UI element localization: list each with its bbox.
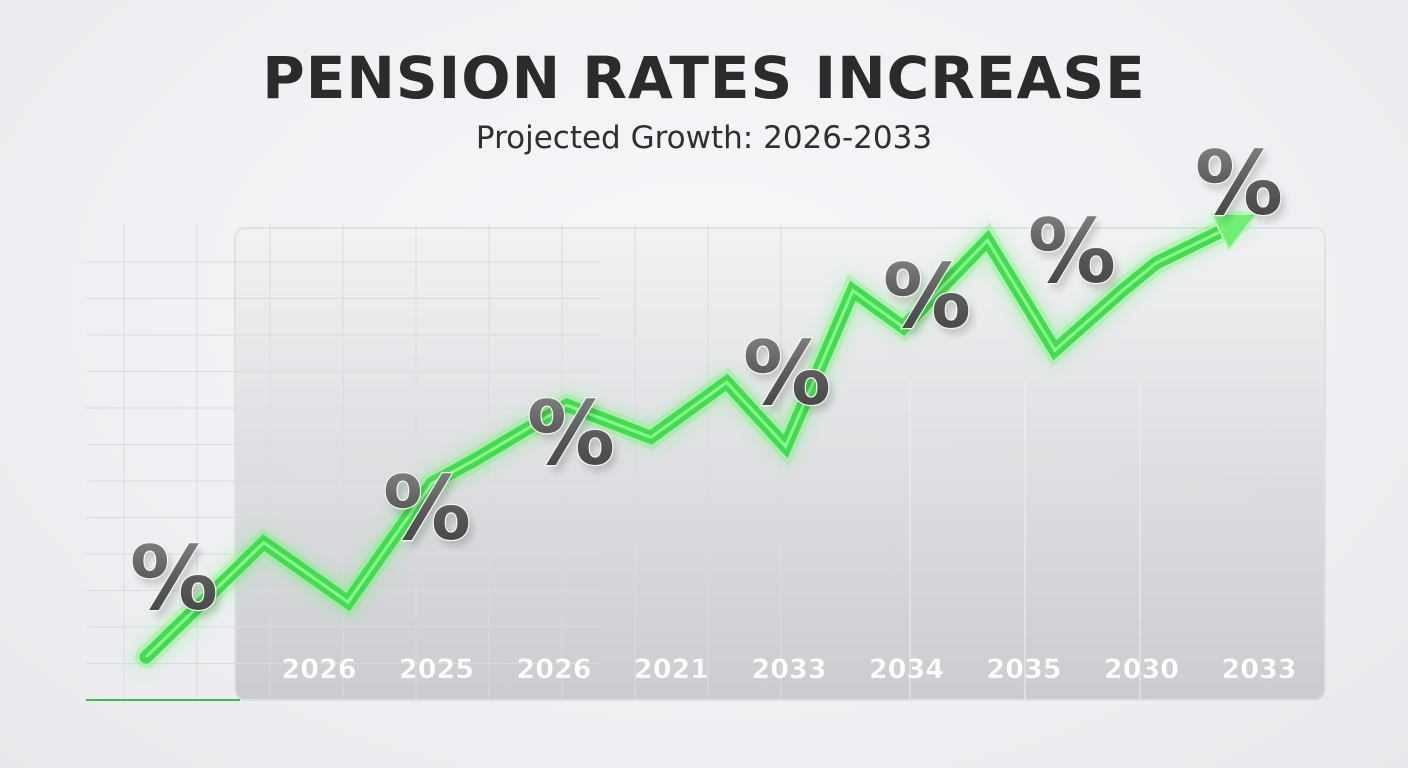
percent-marker: % (383, 457, 471, 560)
percent-marker-shadow: % (387, 463, 475, 566)
percent-marker: % (743, 322, 831, 425)
percent-marker-shadow: % (747, 328, 835, 431)
percent-marker-shadow: % (1032, 206, 1120, 309)
series-arrowhead (1209, 212, 1259, 252)
x-tick-labels: 2026 2025 2026 2021 2033 2034 2035 2030 2033 (281, 654, 1297, 686)
x-tick-label: 2033 (751, 654, 826, 685)
x-tick-label: 2026 (516, 654, 591, 685)
percent-marker-shadow: % (134, 533, 222, 636)
percent-marker: % (1028, 200, 1116, 303)
series-group (135, 211, 1259, 669)
x-tick-label: 2030 (1104, 654, 1179, 685)
x-tick-label: 2035 (986, 654, 1061, 685)
percent-marker-shadow: % (887, 251, 975, 354)
percent-marker: % (1195, 132, 1283, 235)
series-line-highlight (144, 220, 1241, 659)
percent-markers: %%%%%%%%%%%%%% (129, 131, 1287, 636)
x-tick-label: 2033 (1221, 654, 1296, 685)
percent-marker-shadow: % (531, 388, 619, 491)
percent-marker-shadow: % (1199, 138, 1287, 241)
percent-marker: % (527, 382, 615, 485)
chart-subtitle: Projected Growth: 2026-2033 (475, 120, 933, 156)
x-tick-label: 2034 (869, 654, 944, 685)
x-tick-label: 2026 (281, 654, 356, 685)
x-tick-label: 2021 (634, 654, 709, 685)
x-tick-label: 2025 (399, 654, 474, 685)
chart-title: PENSION RATES INCREASE (262, 44, 1146, 112)
percent-marker: % (130, 527, 218, 630)
chart-grid (86, 224, 1141, 701)
percent-marker: % (883, 245, 971, 348)
